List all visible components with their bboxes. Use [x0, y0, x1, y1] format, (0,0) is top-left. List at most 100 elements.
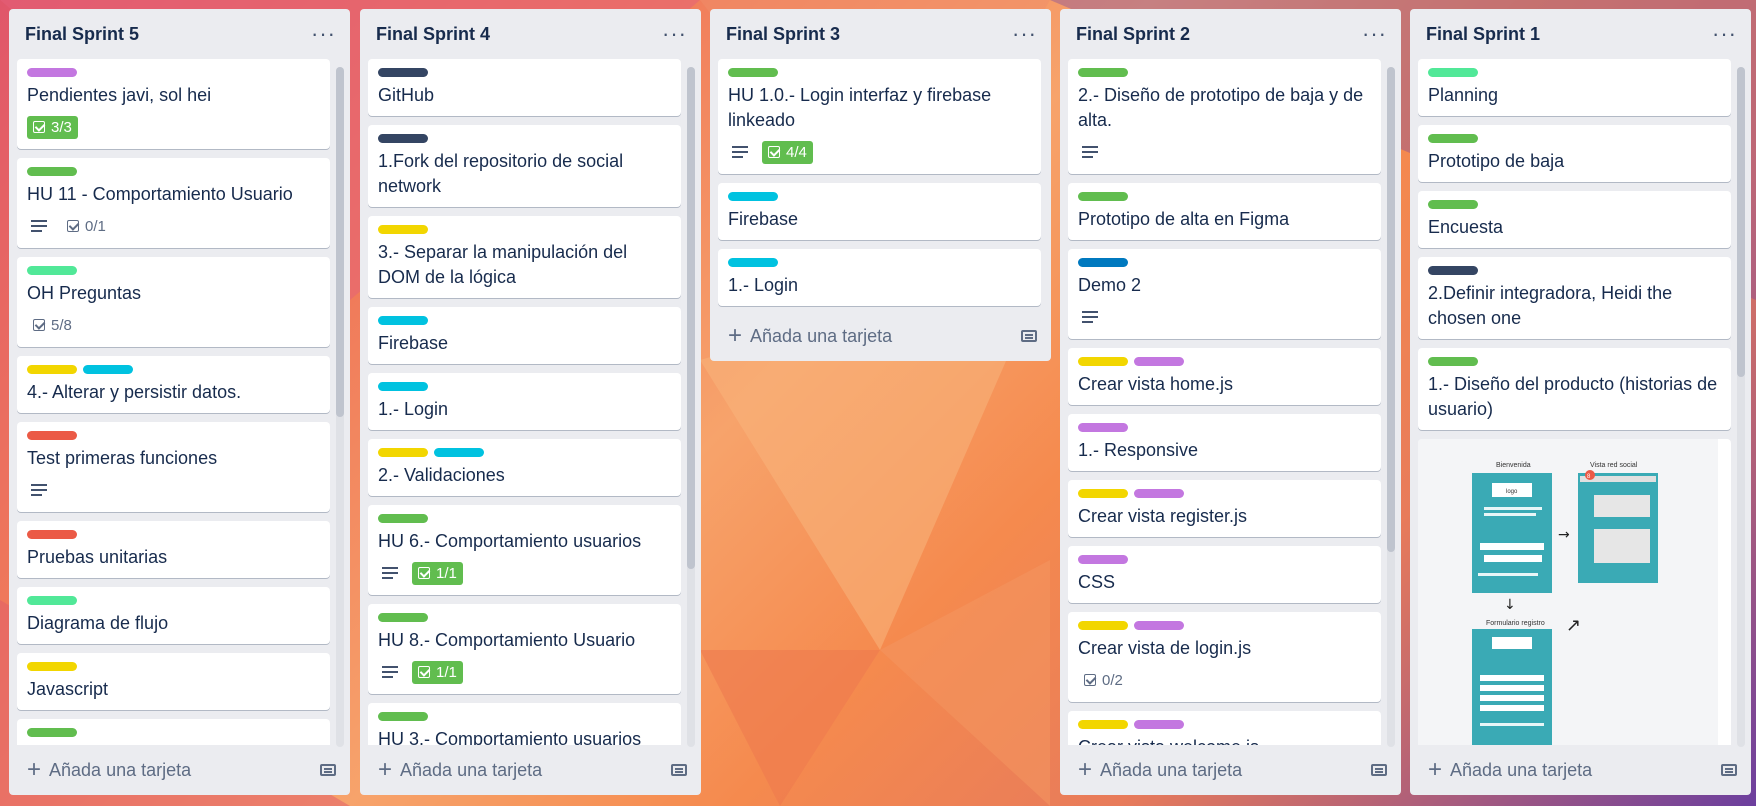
- card[interactable]: Prototipo de alta en Figma: [1068, 183, 1381, 240]
- card[interactable]: Crear vista welcome.js: [1068, 711, 1381, 745]
- card[interactable]: Firebase: [718, 183, 1041, 240]
- label-sky[interactable]: [728, 192, 778, 201]
- label-green[interactable]: [1428, 134, 1478, 143]
- label-purple[interactable]: [1134, 621, 1184, 630]
- add-card-button[interactable]: + Añada una tarjeta: [1078, 758, 1242, 782]
- card[interactable]: 2.- Validaciones: [368, 439, 681, 496]
- card[interactable]: Encuesta: [1418, 191, 1731, 248]
- card[interactable]: Crear vista de login.js 0/2: [1068, 612, 1381, 702]
- card-template-icon[interactable]: [320, 764, 336, 776]
- label-blue[interactable]: [1078, 258, 1128, 267]
- card[interactable]: HU 3.- Comportamiento usuarios: [368, 703, 681, 745]
- label-yellow[interactable]: [378, 448, 428, 457]
- card[interactable]: HU 11 - Comportamiento Usuario 0/1: [17, 158, 330, 248]
- card[interactable]: HU 6.- Comportamiento usuarios 1/1: [368, 505, 681, 595]
- list-title[interactable]: Final Sprint 2: [1076, 23, 1191, 44]
- label-yellow[interactable]: [1078, 621, 1128, 630]
- card[interactable]: HU 8.- Comportamiento Usuario 1/1: [368, 604, 681, 694]
- scroll-thumb[interactable]: [1737, 67, 1745, 377]
- list-title[interactable]: Final Sprint 1: [1426, 23, 1541, 44]
- card[interactable]: 1.- Responsive: [1068, 414, 1381, 471]
- label-sky[interactable]: [434, 448, 484, 457]
- label-green[interactable]: [27, 728, 77, 737]
- card[interactable]: 1.Fork del repositorio de social network: [368, 125, 681, 207]
- list-title[interactable]: Final Sprint 3: [726, 23, 841, 44]
- label-navy[interactable]: [378, 134, 428, 143]
- list-title[interactable]: Final Sprint 5: [25, 23, 140, 44]
- label-green[interactable]: [378, 514, 428, 523]
- label-purple[interactable]: [1134, 357, 1184, 366]
- label-yellow[interactable]: [27, 365, 77, 374]
- card[interactable]: 3.- Separar la manipulación del DOM de l…: [368, 216, 681, 298]
- scroll-thumb[interactable]: [336, 67, 344, 417]
- card[interactable]: 2.- Diseño de prototipo de baja y de alt…: [1068, 59, 1381, 174]
- label-green[interactable]: [27, 167, 77, 176]
- label-yellow[interactable]: [1078, 720, 1128, 729]
- list-scrollbar[interactable]: [687, 67, 695, 747]
- card[interactable]: Test primeras funciones: [17, 422, 330, 512]
- list-menu-icon[interactable]: ···: [311, 21, 336, 46]
- card-template-icon[interactable]: [1371, 764, 1387, 776]
- card[interactable]: HU 1.0.- Login interfaz y firebase linke…: [718, 59, 1041, 174]
- card[interactable]: 4.- Alterar y persistir datos.: [17, 356, 330, 413]
- list-menu-icon[interactable]: ···: [1712, 21, 1737, 46]
- label-navy[interactable]: [378, 68, 428, 77]
- label-red[interactable]: [27, 530, 77, 539]
- card-template-icon[interactable]: [671, 764, 687, 776]
- label-purple[interactable]: [1134, 489, 1184, 498]
- label-sky[interactable]: [378, 382, 428, 391]
- list-scrollbar[interactable]: [1737, 67, 1745, 747]
- label-yellow[interactable]: [378, 225, 428, 234]
- label-sky[interactable]: [83, 365, 133, 374]
- list-title[interactable]: Final Sprint 4: [376, 23, 491, 44]
- card[interactable]: Planning: [1418, 59, 1731, 116]
- label-green[interactable]: [378, 613, 428, 622]
- label-red[interactable]: [27, 431, 77, 440]
- label-sky[interactable]: [728, 258, 778, 267]
- label-lime[interactable]: [27, 266, 77, 275]
- label-yellow[interactable]: [1078, 357, 1128, 366]
- label-purple[interactable]: [1078, 555, 1128, 564]
- label-purple[interactable]: [27, 68, 77, 77]
- card[interactable]: 2.Definir integradora, Heidi the chosen …: [1418, 257, 1731, 339]
- label-lime[interactable]: [27, 596, 77, 605]
- image-attachment-card[interactable]: Bienvenida Vista red social logo → 8 ↓ ↗…: [1418, 439, 1731, 745]
- list-scrollbar[interactable]: [1387, 67, 1395, 747]
- card[interactable]: Firebase: [368, 307, 681, 364]
- label-green[interactable]: [728, 68, 778, 77]
- add-card-button[interactable]: + Añada una tarjeta: [728, 324, 892, 348]
- card[interactable]: Crear vista home.js: [1068, 348, 1381, 405]
- card[interactable]: Prototipo de baja: [1418, 125, 1731, 182]
- card[interactable]: 1.- Login: [718, 249, 1041, 306]
- card[interactable]: Crear vista register.js: [1068, 480, 1381, 537]
- card[interactable]: Demo 2: [1068, 249, 1381, 339]
- card-template-icon[interactable]: [1721, 764, 1737, 776]
- add-card-button[interactable]: + Añada una tarjeta: [1428, 758, 1592, 782]
- label-sky[interactable]: [378, 316, 428, 325]
- scroll-thumb[interactable]: [1387, 67, 1395, 552]
- card[interactable]: Javascript: [17, 653, 330, 710]
- label-green[interactable]: [1428, 357, 1478, 366]
- card[interactable]: CSS: [1068, 546, 1381, 603]
- label-yellow[interactable]: [27, 662, 77, 671]
- card[interactable]: Pendientes javi, sol hei 3/3: [17, 59, 330, 149]
- card[interactable]: Diagrama de flujo: [17, 587, 330, 644]
- list-menu-icon[interactable]: ···: [1362, 21, 1387, 46]
- list-menu-icon[interactable]: ···: [662, 21, 687, 46]
- label-green[interactable]: [1078, 68, 1128, 77]
- card[interactable]: [17, 719, 330, 745]
- card[interactable]: OH Preguntas 5/8: [17, 257, 330, 347]
- label-purple[interactable]: [1078, 423, 1128, 432]
- label-green[interactable]: [1078, 192, 1128, 201]
- label-green[interactable]: [378, 712, 428, 721]
- label-navy[interactable]: [1428, 266, 1478, 275]
- label-yellow[interactable]: [1078, 489, 1128, 498]
- list-menu-icon[interactable]: ···: [1012, 21, 1037, 46]
- scroll-thumb[interactable]: [687, 67, 695, 569]
- card-template-icon[interactable]: [1021, 330, 1037, 342]
- add-card-button[interactable]: + Añada una tarjeta: [378, 758, 542, 782]
- card[interactable]: GitHub: [368, 59, 681, 116]
- card[interactable]: Pruebas unitarias: [17, 521, 330, 578]
- add-card-button[interactable]: + Añada una tarjeta: [27, 758, 191, 782]
- label-lime[interactable]: [1428, 68, 1478, 77]
